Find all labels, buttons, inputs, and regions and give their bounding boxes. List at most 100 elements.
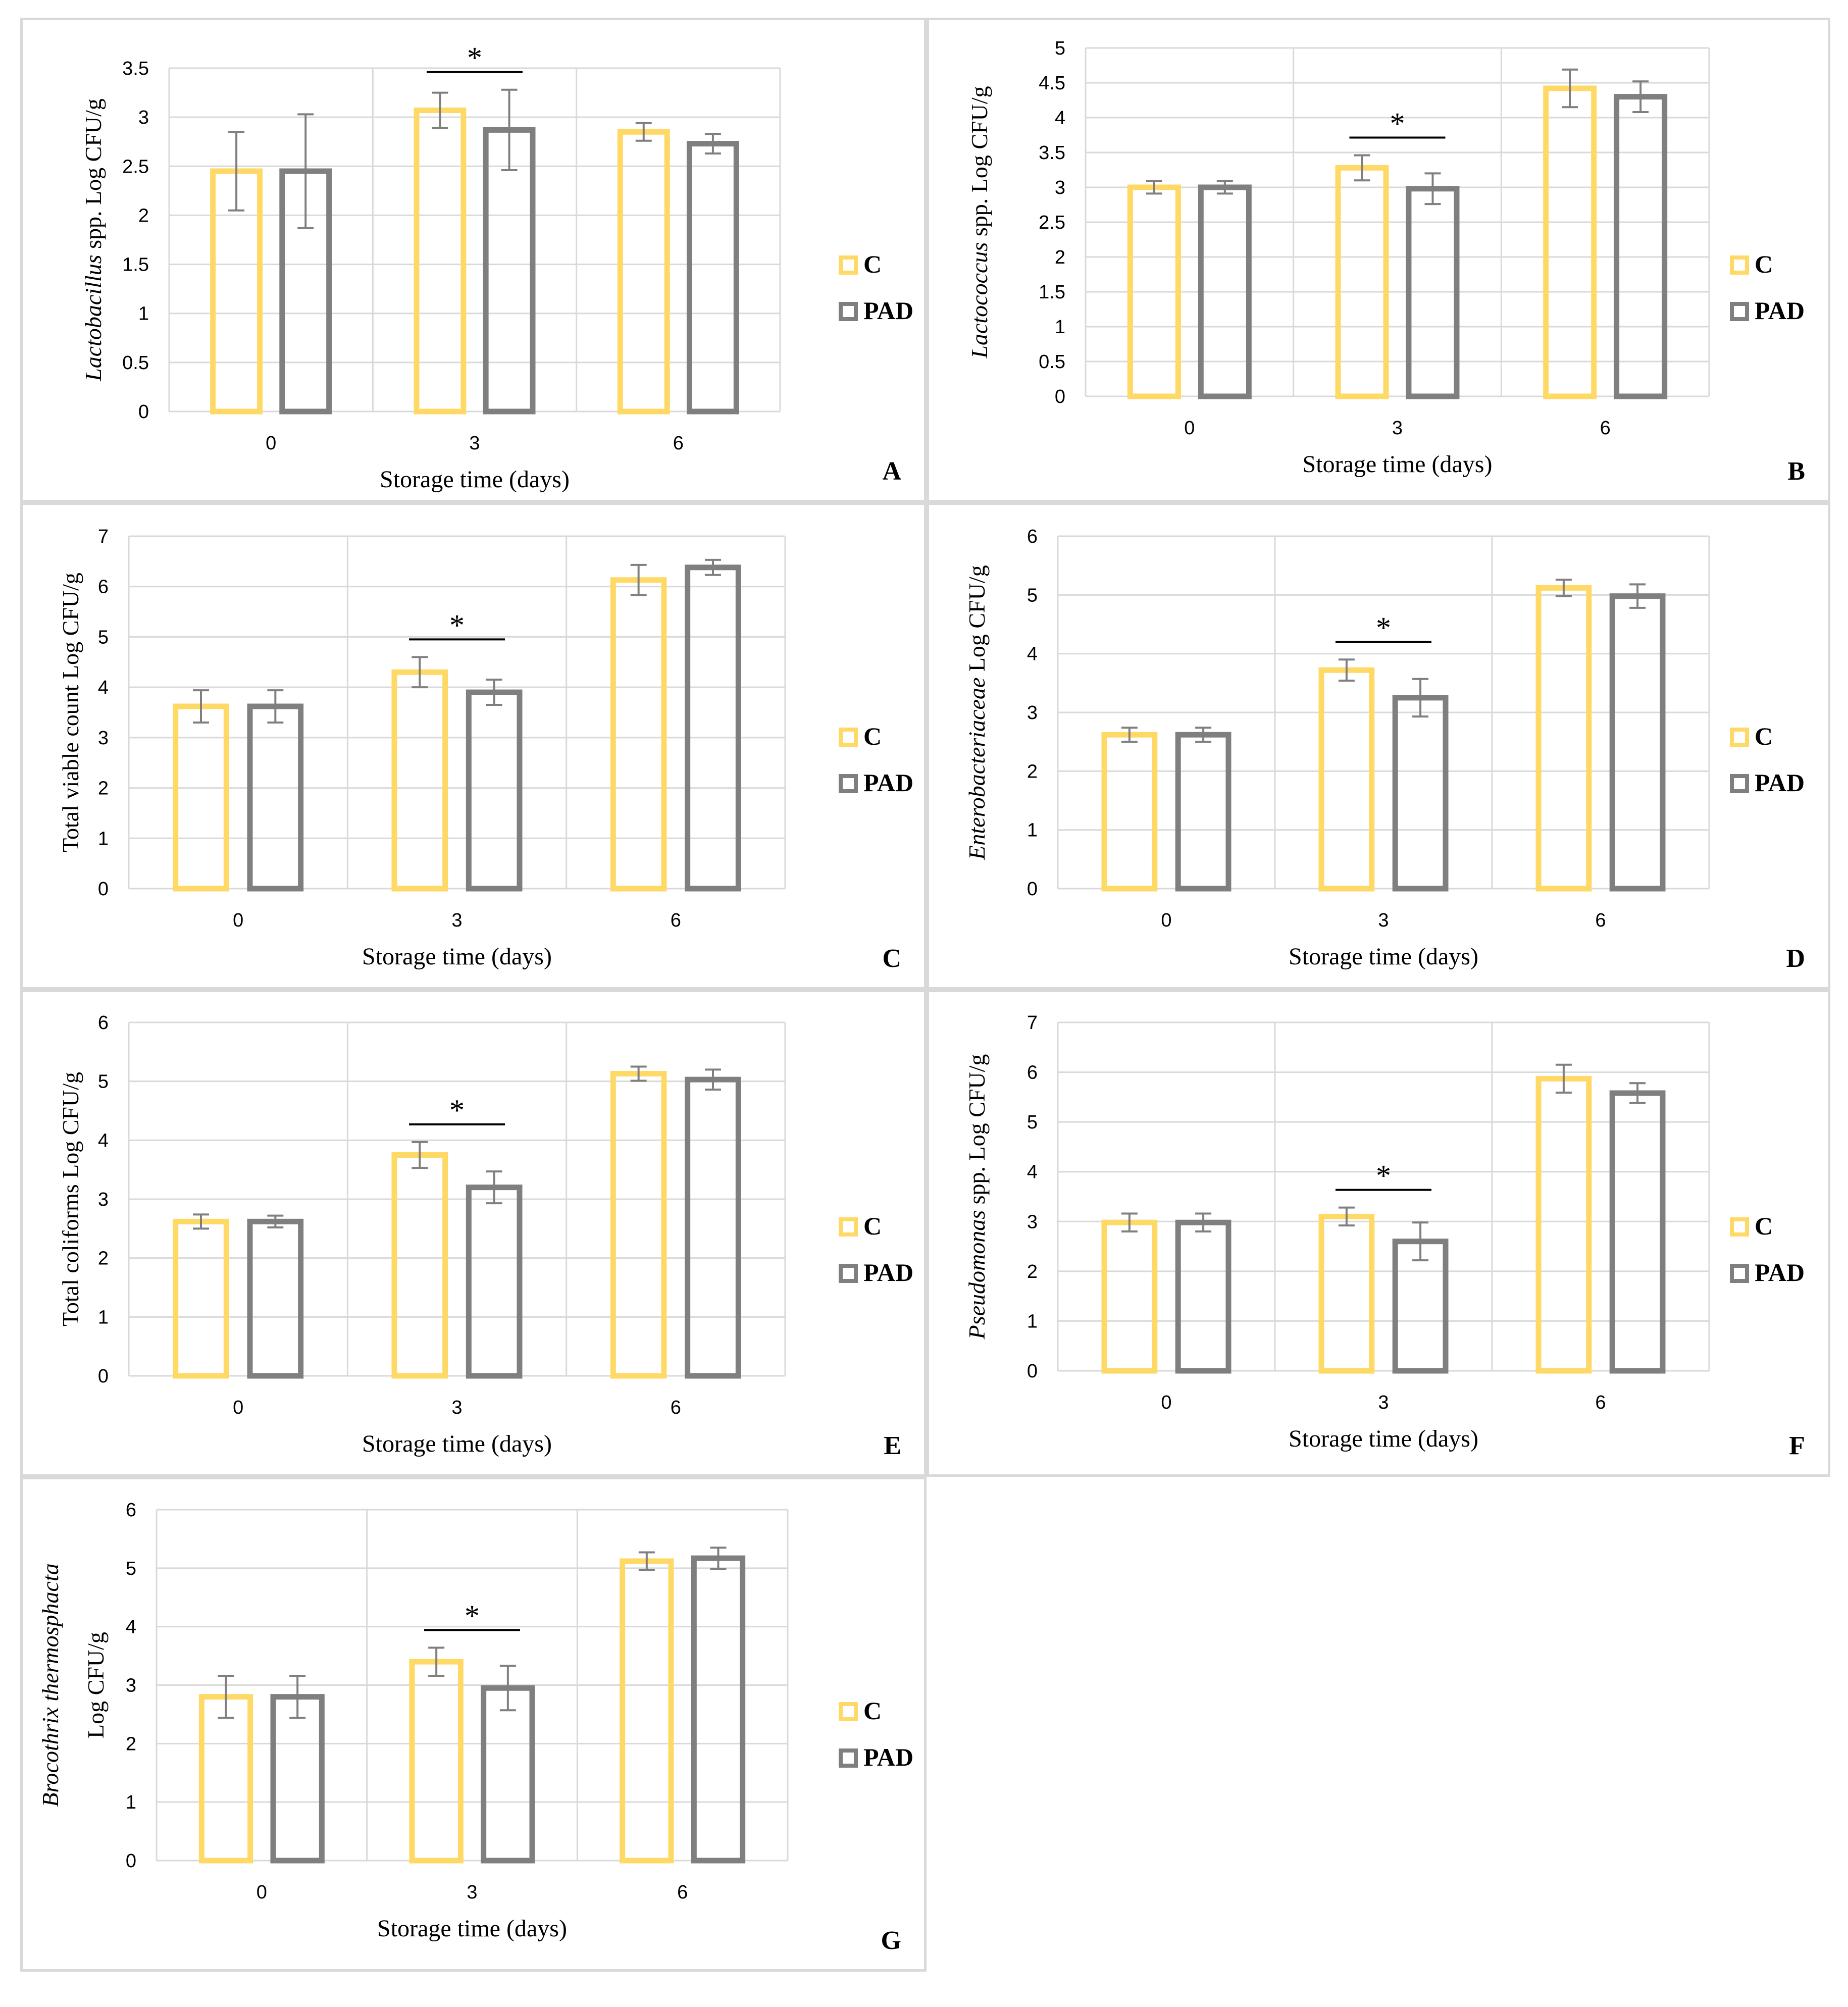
significance-star: *	[1376, 611, 1391, 644]
x-tick-label: 3	[1392, 418, 1403, 439]
legend-swatch-pad	[839, 1264, 858, 1283]
y-tick-label: 5	[1027, 1112, 1038, 1133]
bar-pad-day-3	[466, 689, 523, 892]
legend-label-c: C	[1755, 1212, 1773, 1240]
y-tick-label: 7	[98, 526, 109, 547]
y-tick-label: 3	[138, 107, 149, 128]
x-tick-label: 0	[1161, 1392, 1171, 1413]
legend-swatch-pad	[1730, 302, 1749, 321]
bar-c-day-6	[620, 1558, 674, 1864]
y-axis-title-part: spp. Log CFU/g	[966, 86, 992, 242]
y-tick-label: 2	[1055, 247, 1065, 268]
x-axis-title: Storage time (days)	[1289, 1425, 1478, 1452]
bar-pad-day-3	[466, 1185, 523, 1379]
x-tick-label: 3	[469, 433, 480, 454]
bar-c-day-6	[617, 129, 670, 415]
legend-swatch-c	[1730, 1217, 1749, 1237]
panel-letter: A	[882, 457, 901, 486]
bar-pad-day-3	[483, 127, 536, 415]
y-tick-label: 6	[126, 1500, 136, 1521]
y-tick-label: 2.5	[122, 156, 149, 177]
bar-c-day-6	[1535, 585, 1592, 892]
legend-label-c: C	[863, 1212, 882, 1240]
x-axis-title: Storage time (days)	[380, 466, 570, 493]
x-tick-label: 3	[467, 1882, 477, 1903]
y-tick-label: 6	[98, 577, 109, 598]
legend-swatch-pad	[839, 302, 858, 321]
bar-c-day-6	[1543, 85, 1597, 399]
y-axis-title-part: Pseudomonas	[964, 1210, 990, 1340]
y-tick-label: 1	[98, 1307, 109, 1328]
y-tick-label: 2.5	[1039, 212, 1065, 233]
significance-star: *	[465, 1599, 480, 1632]
panel-letter: D	[1786, 944, 1805, 973]
legend-label-pad: PAD	[863, 768, 913, 797]
y-tick-label: 5	[1055, 38, 1065, 59]
y-tick-label: 1	[1027, 1311, 1038, 1332]
bar-pad-day-3	[481, 1685, 535, 1864]
chart-panel-a: 0 0.5 1 1.5 2 2.5 3 3.5 0 * 3 6 Storage time (days) L…	[20, 18, 927, 502]
bar-c-day-0	[173, 703, 229, 892]
legend-label-pad: PAD	[1755, 296, 1805, 325]
bar-c-day-0	[1101, 1219, 1158, 1374]
legend-label-c: C	[1755, 250, 1773, 278]
bar-c-day-0	[1101, 732, 1158, 892]
y-tick-label: 0	[98, 879, 109, 900]
y-tick-label: 3	[98, 728, 109, 749]
chart-svg: 0 1 2 3 4 5 6 7 0 * 3 6 Storage time (days) Pseudomon…	[964, 1012, 1805, 1460]
x-tick-label: 6	[671, 1397, 681, 1418]
bar-pad-day-0	[270, 1694, 325, 1864]
x-tick-label: 6	[1600, 418, 1611, 439]
bar-c-day-3	[414, 108, 467, 415]
chart-svg: 0 1 2 3 4 5 6 0 * 3 6 Storage time (days) Brocothrix…	[37, 1500, 913, 1955]
y-axis-title: Brocothrix thermosphacta	[37, 1563, 63, 1807]
y-axis-title-part: spp. Log CFU/g	[964, 1054, 990, 1210]
legend-label-pad: PAD	[1755, 768, 1805, 797]
y-tick-label: 1	[138, 303, 149, 325]
significance-star: *	[449, 1094, 465, 1127]
x-tick-label: 0	[233, 910, 243, 931]
x-tick-label: 0	[1184, 418, 1195, 439]
chart-panel-e: 0 1 2 3 4 5 6 0 * 3 6 Storage time (days) Total coli…	[20, 990, 927, 1477]
y-tick-label: 1	[1027, 820, 1038, 841]
bar-pad-day-6	[1609, 593, 1666, 892]
x-tick-label: 3	[1378, 1392, 1389, 1413]
y-tick-label: 0.5	[122, 352, 149, 374]
legend-label-pad: PAD	[863, 296, 913, 325]
y-tick-label: 5	[98, 1071, 109, 1093]
y-tick-label: 2	[98, 778, 109, 799]
y-axis-title: Total coliforms Log CFU/g	[58, 1072, 83, 1326]
y-tick-label: 3	[1027, 1211, 1038, 1232]
x-tick-label: 3	[1378, 910, 1389, 931]
y-tick-label: 1	[1055, 317, 1065, 338]
y-tick-label: 4	[98, 677, 109, 698]
y-tick-label: 0	[98, 1366, 109, 1387]
y-tick-label: 3	[1055, 177, 1065, 198]
legend-swatch-c	[1730, 728, 1749, 747]
y-tick-label: 1	[98, 828, 109, 849]
y-tick-label: 1	[126, 1792, 136, 1813]
legend-swatch-c	[839, 728, 858, 747]
bar-pad-day-6	[1614, 94, 1668, 399]
x-tick-label: 3	[451, 1397, 462, 1418]
y-axis-title: Enterobacteriaceae Log CFU/g	[964, 565, 990, 860]
y-tick-label: 3.5	[122, 58, 149, 79]
x-tick-label: 6	[1595, 910, 1606, 931]
x-tick-label: 0	[256, 1882, 267, 1903]
bar-pad-day-6	[691, 1555, 746, 1864]
x-axis-title: Storage time (days)	[1289, 943, 1478, 970]
y-tick-label: 4	[126, 1617, 136, 1638]
y-tick-label: 3	[98, 1189, 109, 1210]
panel-letter: B	[1787, 457, 1805, 486]
bar-c-day-0	[173, 1218, 229, 1379]
chart-svg: 0 1 2 3 4 5 6 7 0 * 3 6 Storage time (days) Total via…	[58, 526, 913, 973]
x-tick-label: 0	[233, 1397, 243, 1418]
bar-pad-day-6	[686, 141, 739, 415]
y-axis-title-part: Log CFU/g	[964, 565, 990, 677]
y-axis-title: Lactobacillus spp. Log CFU/g	[80, 98, 106, 382]
y-tick-label: 3.5	[1039, 142, 1065, 164]
y-axis-title-part: Total viable count Log CFU/g	[58, 573, 83, 852]
x-axis-title: Storage time (days)	[362, 943, 552, 970]
chart-panel-f: 0 1 2 3 4 5 6 7 0 * 3 6 Storage time (days) Pseudomon…	[927, 990, 1830, 1477]
y-axis-title: Log CFU/g	[83, 1632, 109, 1738]
